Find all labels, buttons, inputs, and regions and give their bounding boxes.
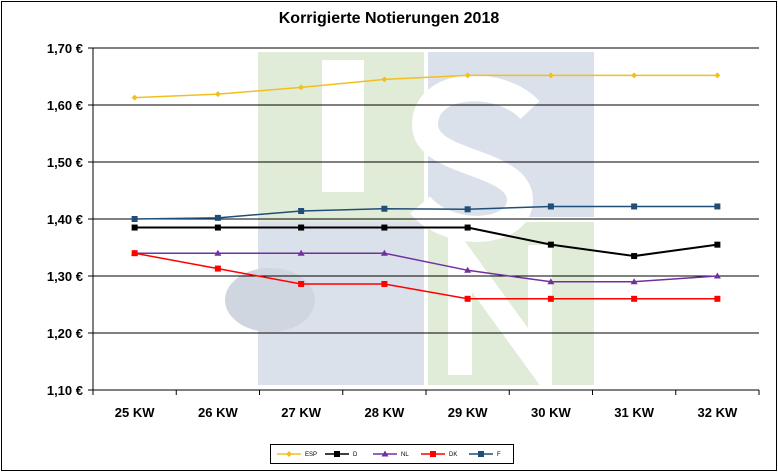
data-point-dk: [631, 295, 638, 302]
data-point-dk: [131, 250, 138, 257]
legend-label: D: [353, 452, 358, 458]
y-tick-label: 1,60 €: [47, 98, 83, 113]
data-point-nl: [713, 272, 721, 279]
legend-marker: [381, 450, 389, 457]
series-nl: [131, 249, 721, 285]
isn-watermark-logo: [225, 52, 594, 402]
data-point-f: [547, 203, 554, 210]
legend-item-f: F: [469, 451, 501, 458]
y-tick-label: 1,30 €: [47, 269, 83, 284]
axes: [92, 48, 760, 395]
legend-label: F: [497, 452, 501, 458]
data-point-esp: [714, 72, 721, 79]
data-point-d: [547, 241, 554, 248]
x-tick-label: 27 KW: [281, 405, 321, 420]
series-esp: [131, 72, 721, 101]
data-point-dk: [464, 295, 471, 302]
legend-items: ESP D NL DK F: [277, 450, 501, 458]
data-point-nl: [630, 278, 638, 285]
data-point-d: [131, 224, 138, 231]
legend: ESP D NL DK F: [270, 444, 514, 464]
data-point-d: [714, 241, 721, 248]
watermark-letter-n: [448, 218, 552, 402]
legend-item-dk: DK: [421, 451, 457, 458]
data-point-d: [631, 253, 638, 260]
x-tick-label: 31 KW: [614, 405, 654, 420]
x-tick-label: 25 KW: [115, 405, 155, 420]
watermark-pig-shape: [225, 268, 315, 332]
y-tick-label: 1,40 €: [47, 212, 83, 227]
legend-marker: [430, 451, 436, 457]
data-point-dk: [214, 265, 221, 272]
series-dk: [131, 250, 721, 302]
data-point-f: [131, 216, 138, 222]
data-point-f: [714, 203, 721, 210]
data-point-esp: [131, 94, 138, 101]
series-line-dk: [134, 252, 718, 300]
data-point-f: [381, 205, 388, 212]
legend-marker: [334, 451, 340, 457]
data-point-f: [298, 208, 305, 215]
legend-item-d: D: [325, 451, 358, 458]
data-point-esp: [464, 72, 471, 79]
data-point-esp: [214, 91, 221, 98]
y-tick-label: 1,50 €: [47, 155, 83, 170]
series-f: [131, 203, 721, 222]
legend-marker: [478, 451, 484, 457]
x-tick-labels: 25 KW 26 KW 27 KW 28 KW 29 KW 30 KW 31 KW 32 KW: [115, 405, 738, 420]
data-point-nl: [547, 278, 555, 285]
watermark-letter-i: [322, 60, 364, 192]
x-tick-label: 32 KW: [698, 405, 738, 420]
data-point-d: [298, 224, 305, 231]
data-point-d: [464, 224, 471, 231]
data-point-dk: [298, 280, 305, 287]
series-d: [131, 224, 721, 260]
series-lines: [131, 72, 721, 302]
data-point-nl: [380, 249, 388, 256]
y-tick-labels: 1,10 € 1,20 € 1,30 € 1,40 € 1,50 € 1,60 € 1,70…: [47, 41, 83, 398]
data-point-nl: [214, 249, 222, 256]
series-line-d: [134, 226, 718, 258]
chart-title: Korrigierte Notierungen 2018: [278, 10, 500, 27]
x-tick-label: 30 KW: [531, 405, 571, 420]
y-tick-label: 1,70 €: [47, 41, 83, 56]
data-point-dk: [547, 295, 554, 302]
series-line-nl: [134, 252, 718, 283]
data-point-esp: [631, 72, 638, 79]
series-line-f: [134, 205, 718, 220]
data-point-dk: [381, 280, 388, 287]
x-tick-label: 26 KW: [198, 405, 238, 420]
x-tick-label: 28 KW: [365, 405, 405, 420]
y-tick-label: 1,20 €: [47, 326, 83, 341]
data-point-esp: [381, 76, 388, 83]
legend-label: ESP: [305, 452, 317, 458]
data-point-d: [214, 224, 221, 231]
legend-label: DK: [449, 452, 457, 458]
legend-label: NL: [401, 452, 409, 458]
data-point-esp: [547, 72, 554, 79]
legend-item-nl: NL: [373, 450, 409, 458]
data-point-f: [464, 206, 471, 213]
data-point-dk: [714, 295, 721, 302]
data-point-nl: [297, 249, 305, 256]
series-line-esp: [134, 74, 718, 99]
legend-marker: [286, 451, 292, 457]
data-point-esp: [298, 84, 305, 91]
data-point-f: [631, 203, 638, 210]
x-tick-label: 29 KW: [448, 405, 488, 420]
data-point-f: [214, 214, 221, 221]
y-tick-label: 1,10 €: [47, 383, 83, 398]
data-point-nl: [464, 266, 472, 273]
legend-item-esp: ESP: [277, 451, 317, 458]
data-point-d: [381, 224, 388, 231]
